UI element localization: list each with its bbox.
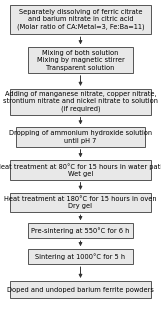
Text: Dropping of ammonium hydroxide solution
until pH 7: Dropping of ammonium hydroxide solution … [9,130,152,144]
Text: Mixing of both solution
Mixing by magnetic stirrer
Transparent solution: Mixing of both solution Mixing by magnet… [37,49,124,71]
FancyBboxPatch shape [28,223,133,238]
FancyBboxPatch shape [10,281,151,298]
FancyBboxPatch shape [28,47,133,73]
FancyBboxPatch shape [10,5,151,34]
FancyBboxPatch shape [10,160,151,180]
Text: Adding of manganese nitrate, copper nitrate,
strontium nitrate and nickel nitrat: Adding of manganese nitrate, copper nitr… [3,91,158,112]
Text: Separately dissolving of ferric citrate
and barium nitrate in citric acid
(Molar: Separately dissolving of ferric citrate … [17,9,144,30]
FancyBboxPatch shape [10,193,151,212]
FancyBboxPatch shape [28,249,133,264]
FancyBboxPatch shape [16,127,145,147]
Text: Heat treatment at 80°C for 15 hours in water path
Wet gel: Heat treatment at 80°C for 15 hours in w… [0,163,161,177]
Text: Pre-sintering at 550°C for 6 h: Pre-sintering at 550°C for 6 h [31,227,130,234]
Text: Sintering at 1000°C for 5 h: Sintering at 1000°C for 5 h [35,253,126,260]
Text: Doped and undoped barium ferrite powders: Doped and undoped barium ferrite powders [7,286,154,293]
FancyBboxPatch shape [10,89,151,115]
Text: Heat treatment at 180°C for 15 hours in oven
Dry gel: Heat treatment at 180°C for 15 hours in … [4,196,157,209]
